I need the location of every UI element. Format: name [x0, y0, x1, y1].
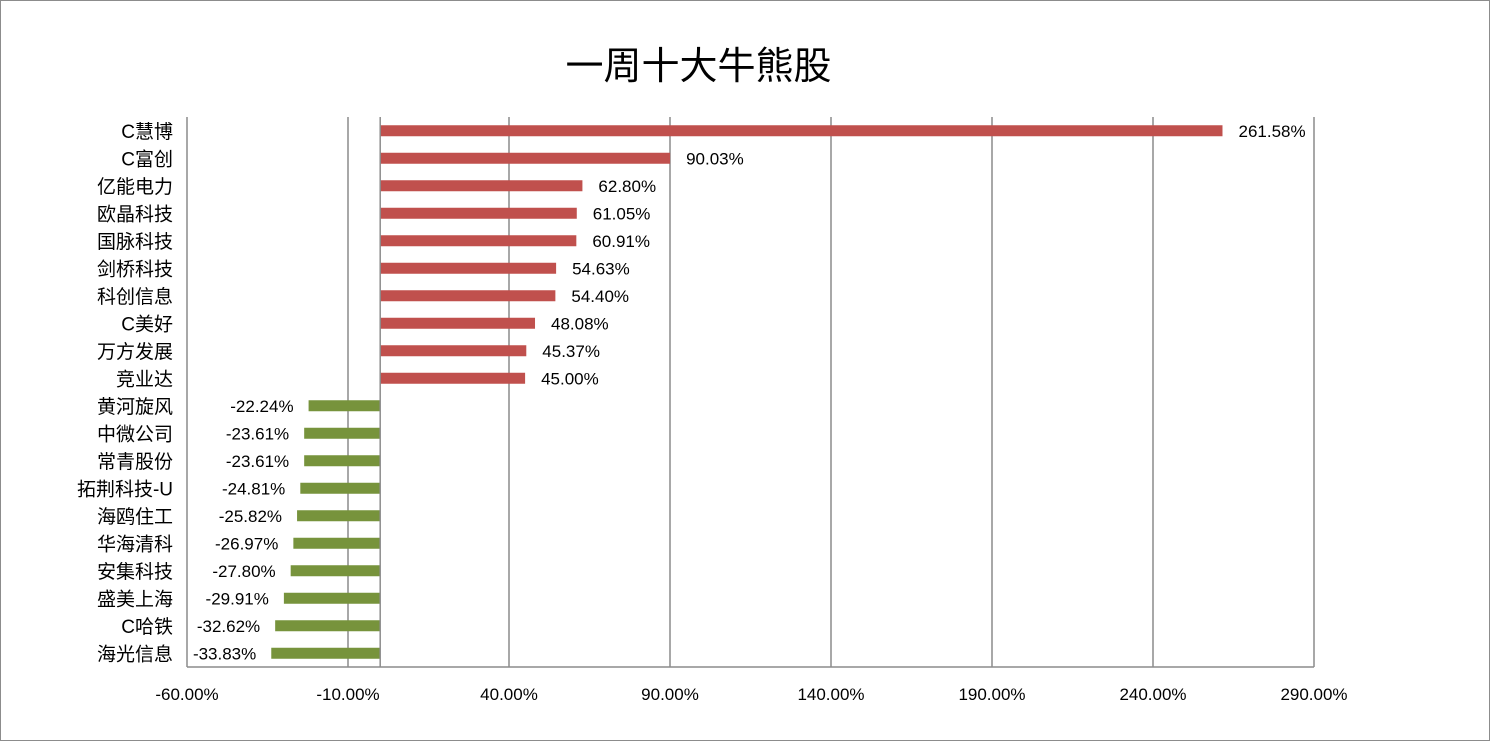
category-label: 欧晶科技 — [97, 203, 173, 225]
bar — [380, 207, 577, 219]
x-tick-label: 190.00% — [958, 685, 1025, 704]
category-label: 海鸥住工 — [97, 506, 173, 528]
category-label: 竞业达 — [116, 368, 173, 390]
x-tick-label: 140.00% — [797, 685, 864, 704]
category-label: C富创 — [121, 148, 173, 170]
data-label: -27.80% — [212, 562, 275, 581]
data-label: 61.05% — [593, 204, 651, 223]
x-tick-label: -60.00% — [155, 685, 218, 704]
category-label: 剑桥科技 — [97, 258, 173, 280]
bars — [271, 125, 1223, 659]
chart-title: 一周十大牛熊股 — [565, 44, 832, 88]
labels: -60.00% -10.00% 40.00% 90.00% 140.00% 190.00%… — [77, 121, 1348, 704]
x-tick-label: -10.00% — [316, 685, 379, 704]
bar — [380, 125, 1223, 137]
bar — [308, 400, 381, 412]
bar — [297, 510, 381, 522]
category-label: 科创信息 — [97, 286, 173, 308]
bar — [380, 235, 577, 247]
x-tick-label: 240.00% — [1119, 685, 1186, 704]
bar — [300, 482, 381, 494]
data-label: -23.61% — [226, 424, 289, 443]
bar — [304, 427, 381, 439]
category-label: 黄河旋风 — [97, 396, 173, 418]
axes — [186, 117, 1314, 668]
category-label: 海光信息 — [97, 643, 173, 665]
data-label: 48.08% — [551, 314, 609, 333]
bar — [290, 565, 381, 577]
data-label: 60.91% — [592, 232, 650, 251]
category-label: 中微公司 — [97, 423, 173, 445]
bar — [275, 620, 381, 632]
category-label: 盛美上海 — [97, 588, 173, 610]
category-label: 安集科技 — [97, 561, 173, 583]
data-label: -25.82% — [219, 507, 282, 526]
data-label: 54.63% — [572, 259, 630, 278]
data-label: -23.61% — [226, 452, 289, 471]
bar — [380, 372, 526, 384]
data-label: -33.83% — [193, 644, 256, 663]
bar — [380, 317, 536, 329]
data-label: -29.91% — [206, 589, 269, 608]
category-label: 国脉科技 — [97, 231, 173, 253]
x-tick-label: 90.00% — [641, 685, 699, 704]
bar — [380, 152, 671, 164]
bar — [271, 647, 381, 659]
data-label: 45.00% — [541, 369, 599, 388]
category-label: C美好 — [121, 313, 173, 335]
x-tick-label: 290.00% — [1280, 685, 1347, 704]
gridlines — [347, 117, 1315, 667]
category-label: 常青股份 — [97, 451, 173, 473]
bar — [293, 537, 381, 549]
category-label: 亿能电力 — [97, 176, 173, 198]
category-label: 拓荆科技-U — [77, 478, 173, 500]
bar — [380, 290, 556, 302]
data-label: 45.37% — [542, 342, 600, 361]
bar — [304, 455, 381, 467]
data-label: 62.80% — [598, 177, 656, 196]
bar — [380, 345, 527, 357]
data-label: 261.58% — [1238, 122, 1305, 141]
category-label: 华海清科 — [97, 533, 173, 555]
category-label: C慧博 — [121, 121, 173, 143]
bar — [283, 592, 381, 604]
data-label: -26.97% — [215, 534, 278, 553]
x-tick-label: 40.00% — [480, 685, 538, 704]
data-label: -22.24% — [230, 397, 293, 416]
category-label: 万方发展 — [97, 341, 173, 363]
data-label: -32.62% — [197, 617, 260, 636]
data-label: -24.81% — [222, 479, 285, 498]
data-label: 90.03% — [686, 149, 744, 168]
category-label: C哈铁 — [121, 616, 173, 638]
data-label: 54.40% — [571, 287, 629, 306]
bar — [380, 262, 557, 274]
bar — [380, 180, 583, 192]
